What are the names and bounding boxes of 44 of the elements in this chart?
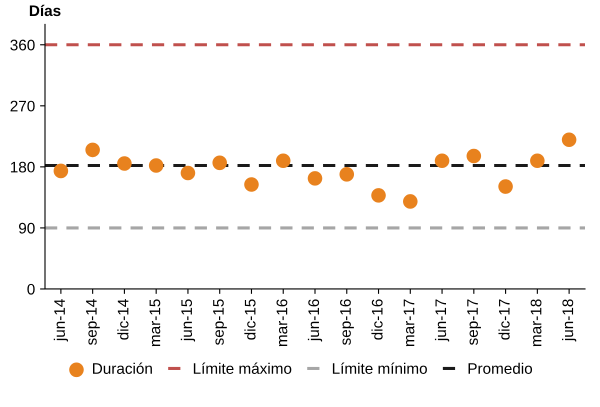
- x-tick-label: dic-14: [117, 299, 129, 340]
- x-tick-label: mar-18: [530, 299, 542, 346]
- legend-label: Duración: [93, 362, 152, 374]
- x-tick-label: dic-15: [244, 299, 256, 340]
- point: [148, 158, 164, 173]
- x-tick-label: sep-14: [86, 299, 100, 345]
- x-tick-label: dic-17: [498, 299, 510, 340]
- point: [85, 142, 100, 158]
- x-tick-label: jun-17: [434, 299, 450, 342]
- point: [466, 148, 482, 164]
- y-axis-title: Días: [30, 4, 61, 16]
- x-tick-label: jun-16: [308, 299, 322, 342]
- x-tick-label: dic-16: [371, 299, 383, 340]
- x-tick-label: mar-15: [150, 299, 160, 346]
- y-tick-label: 270: [10, 100, 35, 112]
- x-tick-label: jun-14: [54, 299, 68, 342]
- point: [54, 164, 68, 178]
- point: [180, 166, 196, 180]
- y-tick-label: 360: [10, 40, 35, 50]
- legend-label: Promedio: [468, 362, 532, 374]
- point: [403, 194, 418, 209]
- y-tick-label: 180: [10, 162, 35, 173]
- point: [212, 156, 227, 170]
- x-tick-label: jun-18: [562, 299, 576, 342]
- y-tick-label: 90: [19, 222, 35, 234]
- x-tick-label: sep-15: [213, 299, 227, 345]
- x-tick-label: jun-15: [180, 299, 196, 342]
- y-tick-label: 0: [27, 284, 35, 295]
- x-tick-label: sep-17: [467, 299, 481, 345]
- x-tick-label: mar-17: [404, 299, 414, 346]
- x-tick-label: sep-16: [340, 299, 354, 345]
- point: [371, 188, 386, 203]
- legend-label: Límite mínimo: [332, 362, 427, 374]
- point: [276, 153, 291, 168]
- point: [339, 167, 354, 182]
- legend-label: Límite máximo: [194, 362, 292, 374]
- point: [434, 153, 450, 168]
- point: [498, 179, 513, 194]
- point: [117, 156, 132, 171]
- point: [308, 171, 322, 186]
- point: [562, 132, 576, 148]
- point: [244, 177, 259, 192]
- point: [530, 153, 545, 168]
- x-tick-label: mar-16: [276, 299, 288, 346]
